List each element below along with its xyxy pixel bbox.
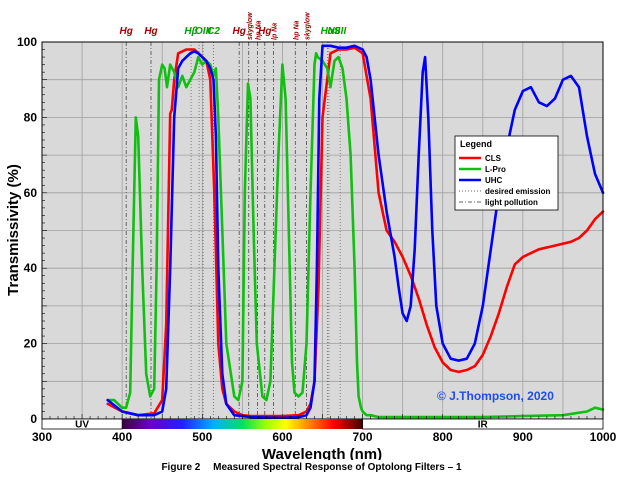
x-tick-label: 400 bbox=[112, 430, 132, 444]
emission-line-label: Hg bbox=[258, 26, 271, 37]
x-tick-label: 800 bbox=[433, 430, 453, 444]
emission-line-label: SII bbox=[334, 26, 346, 37]
emission-line-label: skyglow bbox=[304, 12, 311, 40]
y-tick-label: 0 bbox=[30, 412, 37, 426]
y-tick-label: 40 bbox=[24, 261, 38, 275]
emission-line-label: Hg bbox=[232, 26, 245, 37]
legend-label: L-Pro bbox=[485, 165, 506, 174]
x-tick-label: 300 bbox=[32, 430, 52, 444]
emission-line-label: Hβ bbox=[184, 26, 197, 37]
x-tick-label: 1000 bbox=[590, 430, 617, 444]
figure-caption: Figure 2 Measured Spectral Response of O… bbox=[0, 462, 623, 473]
series-line-cls bbox=[106, 46, 605, 418]
figure-title: Measured Spectral Response of Optolong F… bbox=[213, 462, 462, 473]
legend: Legend CLS L-Pro UHC desired emission light p… bbox=[454, 135, 559, 211]
x-axis-label: Wavelength (nm) bbox=[262, 446, 382, 460]
x-tick-label: 700 bbox=[353, 430, 373, 444]
y-tick-label: 20 bbox=[24, 337, 38, 351]
copyright-note: © J.Thompson, 2020 bbox=[437, 389, 554, 403]
emission-line-label: Hα bbox=[321, 26, 335, 37]
emission-line-label: hp Na bbox=[293, 20, 300, 40]
figure-number: Figure 2 bbox=[161, 462, 201, 473]
x-tick-label: 900 bbox=[513, 430, 533, 444]
wavelength-band: UV IR bbox=[41, 418, 604, 431]
emission-line-label: NII bbox=[328, 26, 341, 37]
emission-line-label: skyglow bbox=[247, 12, 254, 40]
series-line-l-pro bbox=[106, 51, 605, 419]
x-tick-label: 500 bbox=[192, 430, 212, 444]
y-tick-label: 60 bbox=[24, 186, 38, 200]
legend-label: CLS bbox=[485, 154, 502, 163]
emission-line-label: C2 bbox=[207, 26, 220, 37]
y-tick-label: 100 bbox=[17, 35, 37, 49]
ir-band-label: IR bbox=[478, 420, 489, 431]
emission-line-label: hp Na bbox=[256, 20, 263, 40]
emission-line-label: OIII bbox=[195, 26, 211, 37]
emission-line-label: lp Na bbox=[272, 23, 279, 40]
visible-band bbox=[122, 419, 363, 429]
emission-line-label: Hg bbox=[119, 26, 132, 37]
y-tick-label: 80 bbox=[24, 110, 38, 124]
legend-label: UHC bbox=[485, 176, 503, 185]
uv-band-label: UV bbox=[75, 420, 89, 431]
legend-box bbox=[454, 135, 559, 211]
legend-title: Legend bbox=[460, 139, 492, 149]
y-axis-label: Transmissivity (%) bbox=[5, 164, 22, 296]
x-tick-label: 600 bbox=[272, 430, 292, 444]
legend-label: desired emission bbox=[485, 187, 550, 196]
axis-ticks: 300 400 500 600 700 800 900 1000 0 20 40 60 80 100 bbox=[17, 35, 617, 444]
emission-line-label: Hg bbox=[144, 26, 157, 37]
legend-label: light pollution bbox=[485, 198, 538, 207]
